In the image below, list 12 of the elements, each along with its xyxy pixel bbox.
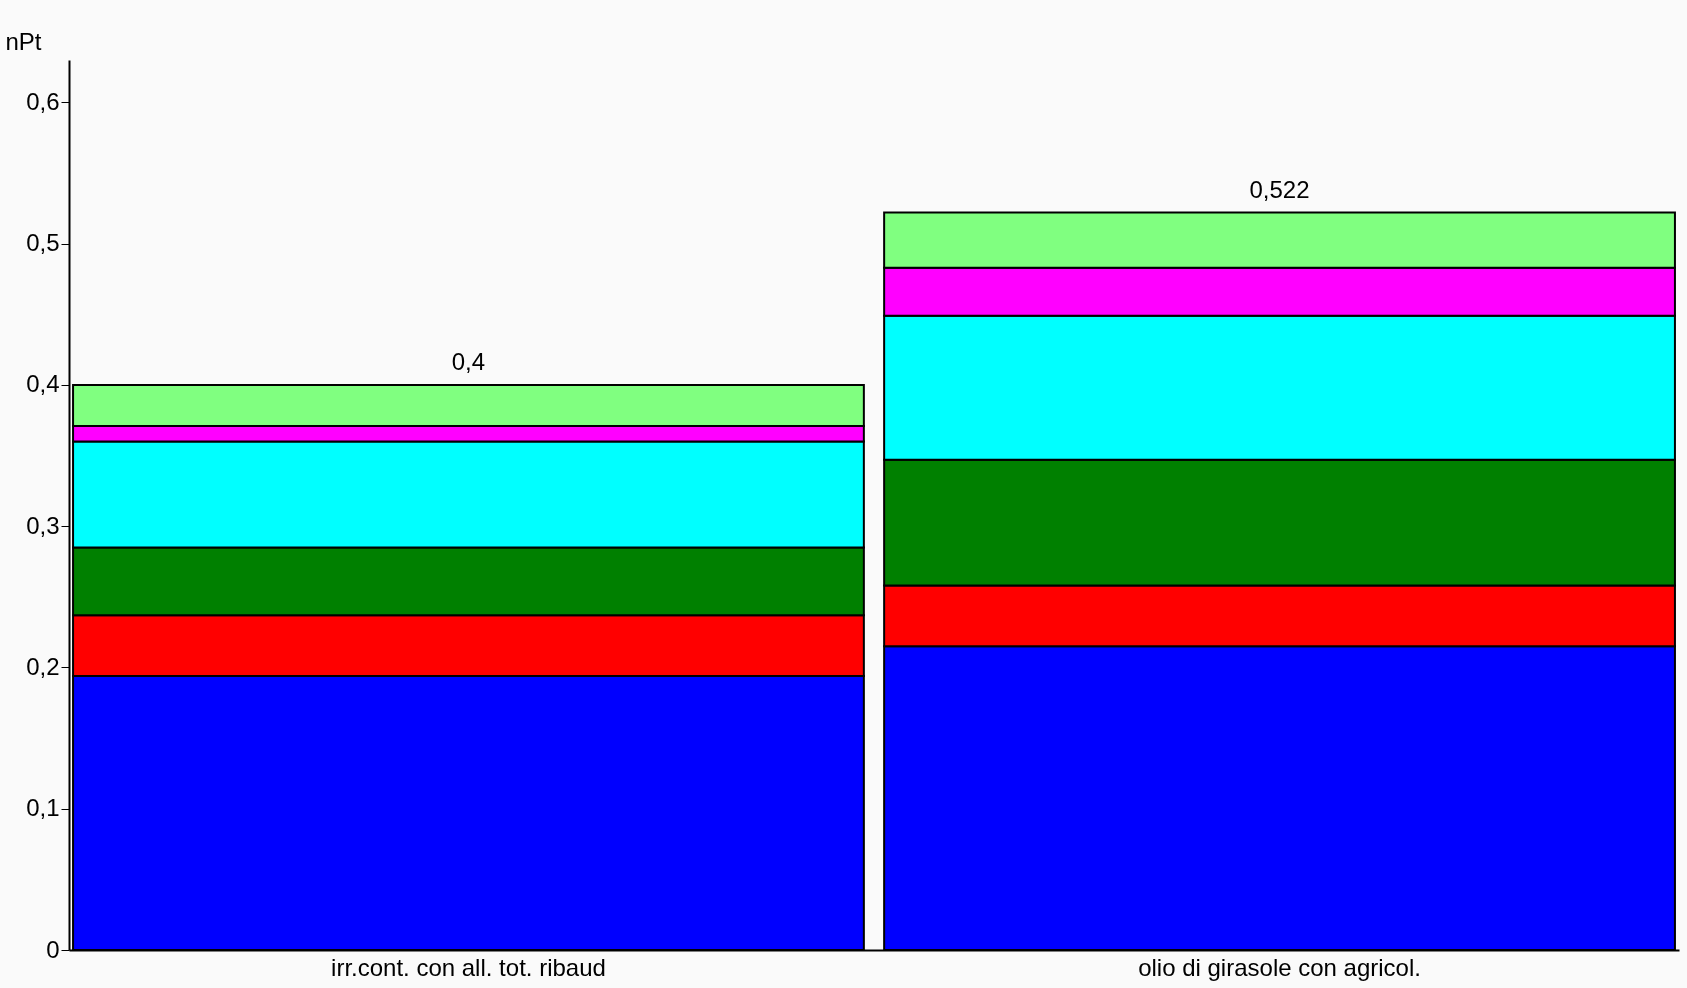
y-tick-label: 0,1 bbox=[26, 794, 60, 822]
y-tick-label: 0,2 bbox=[26, 652, 60, 680]
x-tick-label: irr.cont. con all. tot. ribaud bbox=[331, 953, 606, 981]
total-label: 0,4 bbox=[451, 347, 486, 375]
y-axis-title: nPt bbox=[5, 27, 42, 55]
total-label: 0,522 bbox=[1249, 175, 1310, 203]
y-tick-label: 0,4 bbox=[26, 370, 60, 398]
y-tick-label: 0,3 bbox=[26, 511, 60, 539]
x-tick-label: olio di girasole con agricol. bbox=[1138, 953, 1421, 981]
y-tick-label: 0 bbox=[46, 935, 60, 963]
y-tick-label: 0,6 bbox=[26, 87, 60, 115]
y-tick-label: 0,5 bbox=[26, 229, 60, 257]
